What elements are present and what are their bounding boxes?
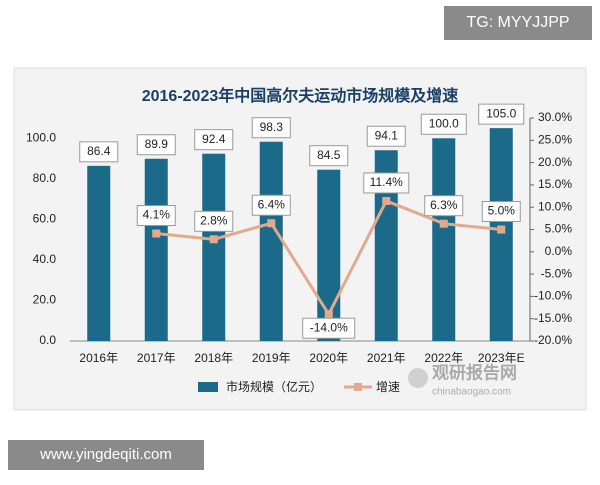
bar-value-label: 89.9 bbox=[145, 137, 169, 151]
bar-value-label-box bbox=[309, 145, 349, 167]
bar bbox=[259, 141, 283, 341]
bar-value-label-box bbox=[194, 129, 234, 151]
bar-value-label-box bbox=[366, 125, 406, 147]
y2-tick-label: -5.0% bbox=[541, 266, 573, 280]
line-value-label: 5.0% bbox=[488, 204, 516, 218]
x-tick-label: 2019年 bbox=[252, 351, 291, 365]
y2-tick-label: -20.0% bbox=[534, 333, 572, 347]
legend-label: 市场规模（亿元） bbox=[226, 379, 322, 394]
bar-value-label-box bbox=[420, 113, 467, 135]
x-tick-label: 2018年 bbox=[194, 351, 233, 365]
logo-url: chinabaogao.com bbox=[432, 387, 511, 398]
bar-value-label-box bbox=[478, 103, 525, 125]
bar bbox=[202, 153, 226, 341]
x-tick-label: 2020年 bbox=[309, 351, 348, 365]
bar bbox=[317, 169, 341, 341]
y2-tick-label: 10.0% bbox=[538, 199, 572, 213]
y-tick-label: 0.0 bbox=[39, 333, 56, 347]
y2-tick-label: 5.0% bbox=[545, 222, 573, 236]
bar-value-label-box bbox=[136, 134, 176, 156]
logo-icon bbox=[408, 368, 428, 388]
y2-tick-label: 30.0% bbox=[538, 110, 572, 124]
line-value-label-box bbox=[136, 205, 176, 227]
bar bbox=[374, 150, 398, 341]
watermark: TG: MYYJJPP bbox=[466, 14, 569, 31]
line-marker bbox=[439, 219, 448, 228]
bar-value-label: 92.4 bbox=[202, 132, 226, 146]
x-tick-label: 2017年 bbox=[137, 351, 176, 365]
bar-value-label: 94.1 bbox=[375, 128, 399, 142]
bar bbox=[489, 128, 513, 341]
logo: 观研报告网 bbox=[431, 362, 517, 382]
bar-value-label-box bbox=[251, 117, 291, 139]
bar bbox=[144, 158, 168, 341]
bar-value-label: 100.0 bbox=[429, 116, 459, 130]
legend-swatch bbox=[354, 383, 362, 391]
line-value-label-box bbox=[363, 172, 410, 194]
y-tick-label: 40.0 bbox=[33, 252, 57, 266]
x-tick-label: 2023年E bbox=[478, 351, 525, 365]
x-tick-label: 2021年 bbox=[367, 351, 406, 365]
y2-tick-label: -10.0% bbox=[534, 289, 572, 303]
y-tick-label: 60.0 bbox=[33, 212, 57, 226]
line-value-label-box bbox=[481, 201, 521, 222]
legend-swatch bbox=[198, 382, 218, 392]
line-marker bbox=[209, 235, 218, 244]
y-tick-label: 20.0 bbox=[33, 293, 57, 307]
bar-value-label: 86.4 bbox=[87, 144, 111, 158]
line-marker bbox=[152, 229, 161, 238]
line-value-label: 2.8% bbox=[200, 213, 228, 227]
x-tick-label: 2022年 bbox=[424, 351, 463, 365]
y2-tick-label: 15.0% bbox=[538, 177, 572, 191]
y2-tick-label: -15.0% bbox=[534, 311, 572, 325]
line-value-label-box bbox=[251, 194, 291, 216]
bar bbox=[432, 138, 456, 341]
line-marker bbox=[382, 196, 391, 205]
bar-value-label: 105.0 bbox=[486, 106, 516, 120]
line-marker bbox=[497, 225, 506, 234]
line-value-label: -14.0% bbox=[310, 320, 348, 334]
line-value-label-box bbox=[424, 195, 464, 217]
line-marker bbox=[324, 310, 333, 319]
y2-tick-label: 25.0% bbox=[538, 132, 572, 146]
line-value-label: 4.1% bbox=[143, 208, 171, 222]
watermark-box bbox=[444, 6, 592, 40]
watermark: www.yingdeqiti.com bbox=[39, 446, 172, 463]
line-value-label-box bbox=[302, 317, 356, 339]
bar-value-label: 98.3 bbox=[260, 120, 284, 134]
y-tick-label: 80.0 bbox=[33, 171, 57, 185]
y2-tick-label: 0.0% bbox=[545, 244, 573, 258]
x-tick-label: 2016年 bbox=[79, 351, 118, 365]
bar-value-label: 84.5 bbox=[317, 148, 341, 162]
line-value-label-box bbox=[194, 210, 234, 232]
bar bbox=[87, 165, 111, 341]
chart-title: 2016-2023年中国高尔夫运动市场规模及增速 bbox=[142, 86, 459, 105]
line-value-label: 6.3% bbox=[430, 198, 458, 212]
watermark-box bbox=[8, 440, 204, 470]
legend-label: 增速 bbox=[376, 380, 400, 394]
y-tick-label: 100.0 bbox=[26, 130, 56, 144]
y2-tick-label: 20.0% bbox=[538, 155, 572, 169]
line-value-label: 11.4% bbox=[370, 175, 403, 189]
line-marker bbox=[267, 219, 276, 228]
bar-value-label-box bbox=[79, 141, 119, 163]
line-value-label: 6.4% bbox=[258, 197, 286, 211]
